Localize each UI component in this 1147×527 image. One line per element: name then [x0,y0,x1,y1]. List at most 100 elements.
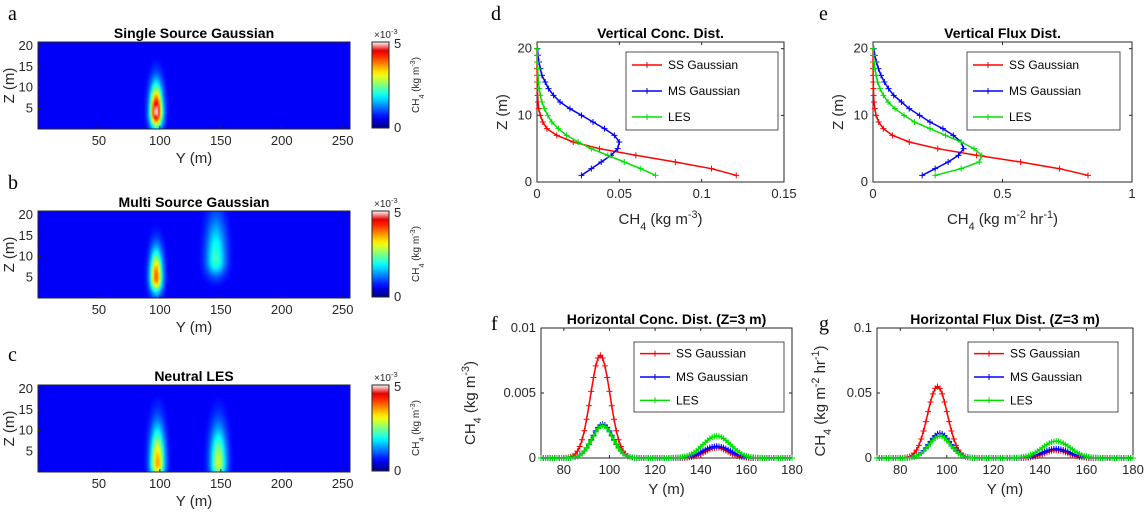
data-point [548,119,555,125]
y-tick-label: 20 [19,381,33,396]
x-axis-label: Y (m) [987,481,1023,498]
y-tick-label: 0.005 [503,385,536,400]
data-point [789,455,795,461]
legend-entry: MS Gaussian [1010,370,1082,384]
panel-letter-d: d [491,3,501,25]
data-point [545,85,552,92]
x-tick-label: 0.5 [993,186,1011,201]
data-point [566,105,573,112]
x-tick-label: 80 [893,462,907,477]
x-axis-label: Y (m) [648,481,684,498]
data-point [958,165,965,172]
panel-e [870,41,1133,183]
y-axis-label: Z (m) [1,411,18,447]
y-axis-label: CH4 (kg m-3) [460,361,484,445]
colorbar [371,210,390,298]
panel-title-e: Vertical Flux Dist. [944,25,1061,41]
x-tick-label: 150 [210,302,232,317]
panel-g [874,327,1136,461]
data-point [588,165,595,172]
data-point [537,112,544,119]
y-tick-label: 10 [19,80,33,95]
data-point [596,145,603,152]
data-point [621,159,628,165]
data-point [871,59,878,65]
y-tick-label: 5 [26,269,33,284]
data-point [585,402,592,409]
data-point [534,72,541,79]
data-point [976,159,983,165]
data-point [871,99,878,105]
data-point [1017,159,1024,165]
x-tick-label: 150 [210,476,232,491]
x-tick-label: 1 [1128,186,1135,201]
data-point [555,125,562,132]
colorbar-tick-label: 0 [394,289,401,304]
data-point [915,442,922,449]
data-point [542,79,549,85]
data-point [870,92,877,99]
data-point [585,441,592,448]
plot-frame [37,41,351,130]
data-point [539,119,546,125]
data-point [538,99,545,105]
y-tick-label: 20 [19,207,33,222]
data-point [925,408,932,415]
data-point [550,92,557,99]
data-point [939,390,946,397]
data-point [871,65,878,72]
x-tick-label: 160 [736,462,758,477]
panel-c: ×10-3 [37,370,398,473]
panel-letter-f: f [491,313,498,335]
x-axis-label: Y (m) [176,319,212,336]
data-point [946,418,953,425]
data-point [541,105,548,112]
data-point [553,132,560,139]
panel-b: ×10-3 [37,196,398,299]
colorbar-exponent: ×10-3 [374,196,398,211]
data-point [606,428,613,435]
y-tick-label: 15 [19,228,33,243]
data-point [1084,172,1091,179]
data-point [535,79,542,85]
legend-entry: SS Gaussian [1010,347,1080,361]
heatmap-field [38,385,350,472]
data-point [918,435,925,442]
y-tick-label: 10 [518,107,532,122]
data-point [588,145,595,152]
legend-marker [985,88,991,94]
legend-marker [644,62,650,68]
x-tick-label: 140 [690,462,712,477]
data-point [578,112,585,119]
x-tick-label: 0 [869,186,876,201]
legend-marker [652,374,658,380]
data-point [608,402,615,409]
data-point [958,139,965,145]
x-tick-label: 0.1 [693,186,711,201]
x-tick-label: 0.05 [607,186,632,201]
legend-entry: LES [668,110,691,124]
colorbar-tick-label: 5 [394,205,401,220]
panel-letter-g: g [819,313,829,335]
data-point [598,159,605,165]
y-tick-label: 0.05 [847,385,872,400]
y-tick-label: 0 [861,174,868,189]
y-tick-label: 10 [19,249,33,264]
data-point [920,427,927,434]
x-tick-label: 0.15 [771,186,796,201]
data-point [926,125,933,132]
data-point [934,145,941,152]
data-point [543,125,550,132]
legend-entry: LES [676,393,699,407]
data-point [978,152,985,159]
data-point [870,52,877,59]
data-point [616,139,623,145]
legend-marker [644,114,650,120]
colorbar-exponent: ×10-3 [374,370,398,385]
y-axis-label: CH4 (kg m-2 hr-1) [810,345,834,456]
data-point [606,388,613,395]
legend-marker [644,88,650,94]
data-point [581,427,588,434]
legend-entry: MS Gaussian [676,370,748,384]
